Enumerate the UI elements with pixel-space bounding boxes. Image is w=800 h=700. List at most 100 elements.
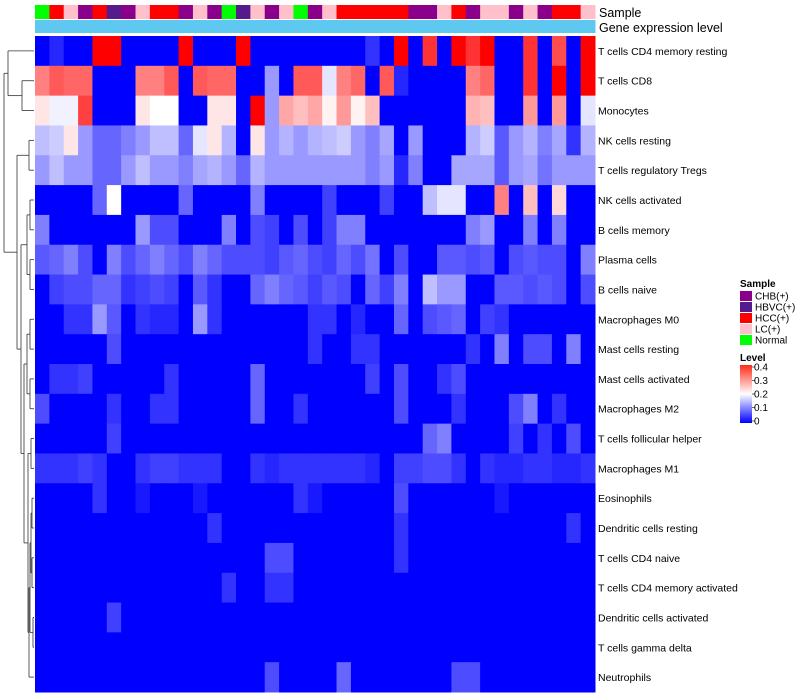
heatmap-cell <box>393 185 409 216</box>
heatmap-cell <box>49 542 65 574</box>
level-legend-tick-label: 0 <box>754 417 760 428</box>
heatmap-cell <box>379 364 395 395</box>
sample-annotation-cell <box>393 5 409 19</box>
heatmap-cell <box>78 513 93 544</box>
heatmap-cell <box>336 423 352 454</box>
heatmap-cell <box>580 453 596 484</box>
heatmap-cell <box>207 602 223 633</box>
heatmap-cell <box>322 334 338 365</box>
heatmap-cell <box>236 632 251 663</box>
heatmap-cell <box>49 453 65 484</box>
heatmap-cell <box>78 334 93 365</box>
heatmap-cell <box>437 513 452 544</box>
heatmap-cell <box>393 334 409 365</box>
sample-legend-label: HCC(+) <box>755 314 789 325</box>
row-label: Eosinophils <box>598 493 652 505</box>
heatmap-cell <box>494 95 510 126</box>
heatmap-cell <box>480 244 495 276</box>
heatmap-cell <box>566 453 582 484</box>
gene-expression-annotation-cell <box>78 20 93 33</box>
heatmap-cell <box>379 453 395 484</box>
heatmap-cell <box>78 423 93 454</box>
heatmap-cell <box>523 393 539 425</box>
heatmap-cell <box>551 483 567 514</box>
heatmap-cell <box>121 334 137 365</box>
gene-expression-annotation-cell <box>192 20 208 33</box>
heatmap-cell <box>508 36 524 67</box>
sample-annotation-cell <box>221 5 237 19</box>
heatmap-cell <box>135 334 151 365</box>
heatmap-cell <box>566 513 582 544</box>
heatmap-cell <box>149 65 165 97</box>
heatmap-cell <box>523 304 539 335</box>
gene-expression-annotation-cell <box>135 20 151 33</box>
heatmap-cell <box>494 572 510 604</box>
heatmap-cell <box>322 125 338 156</box>
sample-annotation-cell <box>336 5 352 19</box>
heatmap-cell <box>523 662 539 693</box>
heatmap-cell <box>437 364 452 395</box>
sample-legend-swatch <box>740 335 752 345</box>
heatmap-cell <box>135 662 151 693</box>
sample-annotation-cell <box>49 5 65 19</box>
heatmap-cell <box>250 95 266 126</box>
heatmap-cell <box>480 214 495 246</box>
heatmap-cell <box>121 125 137 156</box>
heatmap-cell <box>365 274 381 305</box>
heatmap-cell <box>437 453 452 484</box>
heatmap-cell <box>293 483 309 514</box>
heatmap-cell <box>279 214 294 246</box>
row-labels: T cells CD4 memory resting T cells CD8 Mon… <box>598 46 738 684</box>
heatmap-cell <box>121 542 137 574</box>
sample-annotation-bar <box>35 5 596 19</box>
gene-expression-annotation-cell <box>221 20 237 33</box>
heatmap-cell <box>221 513 237 544</box>
row-label: Dendritic cells activated <box>598 612 708 624</box>
heatmap-cell <box>465 572 481 604</box>
heatmap-cell <box>279 65 294 97</box>
heatmap-cell <box>164 393 180 425</box>
heatmap-cell <box>250 423 266 454</box>
heatmap-cell <box>365 602 381 633</box>
heatmap-cell <box>422 185 438 216</box>
heatmap-cell <box>494 304 510 335</box>
heatmap-cell <box>422 572 438 604</box>
heatmap-cell <box>164 95 180 126</box>
heatmap-cell <box>523 423 539 454</box>
heatmap-cell <box>178 602 194 633</box>
heatmap-cell <box>422 393 438 425</box>
heatmap-cell <box>336 95 352 126</box>
heatmap-cell <box>49 393 65 425</box>
gene-expression-annotation-cell <box>307 20 323 33</box>
heatmap-cell <box>221 632 237 663</box>
heatmap-cell <box>250 632 266 663</box>
heatmap-cell <box>250 155 266 186</box>
heatmap-cell <box>221 393 237 425</box>
heatmap-cell <box>393 542 409 574</box>
heatmap-cell <box>336 662 352 693</box>
heatmap-cell <box>465 632 481 663</box>
heatmap-cell <box>494 214 510 246</box>
heatmap-cell <box>350 513 366 544</box>
heatmap-cell <box>523 513 539 544</box>
heatmap-cell <box>465 602 481 633</box>
heatmap-cell <box>365 65 381 97</box>
heatmap-cell <box>580 214 596 246</box>
heatmap-cell <box>92 662 108 693</box>
heatmap-cell <box>279 125 294 156</box>
heatmap-cell <box>307 423 323 454</box>
heatmap-cell <box>164 453 180 484</box>
heatmap-cell <box>250 513 266 544</box>
heatmap-cell <box>221 36 237 67</box>
heatmap-cell <box>192 125 208 156</box>
heatmap-cell <box>422 304 438 335</box>
heatmap-cell <box>92 483 108 514</box>
heatmap-cell <box>236 274 251 305</box>
heatmap-cell <box>279 364 294 395</box>
heatmap-cell <box>221 662 237 693</box>
heatmap-cell <box>580 244 596 276</box>
heatmap-cell <box>465 662 481 693</box>
heatmap-cell <box>63 214 79 246</box>
heatmap-cell <box>336 632 352 663</box>
heatmap-cell <box>322 155 338 186</box>
